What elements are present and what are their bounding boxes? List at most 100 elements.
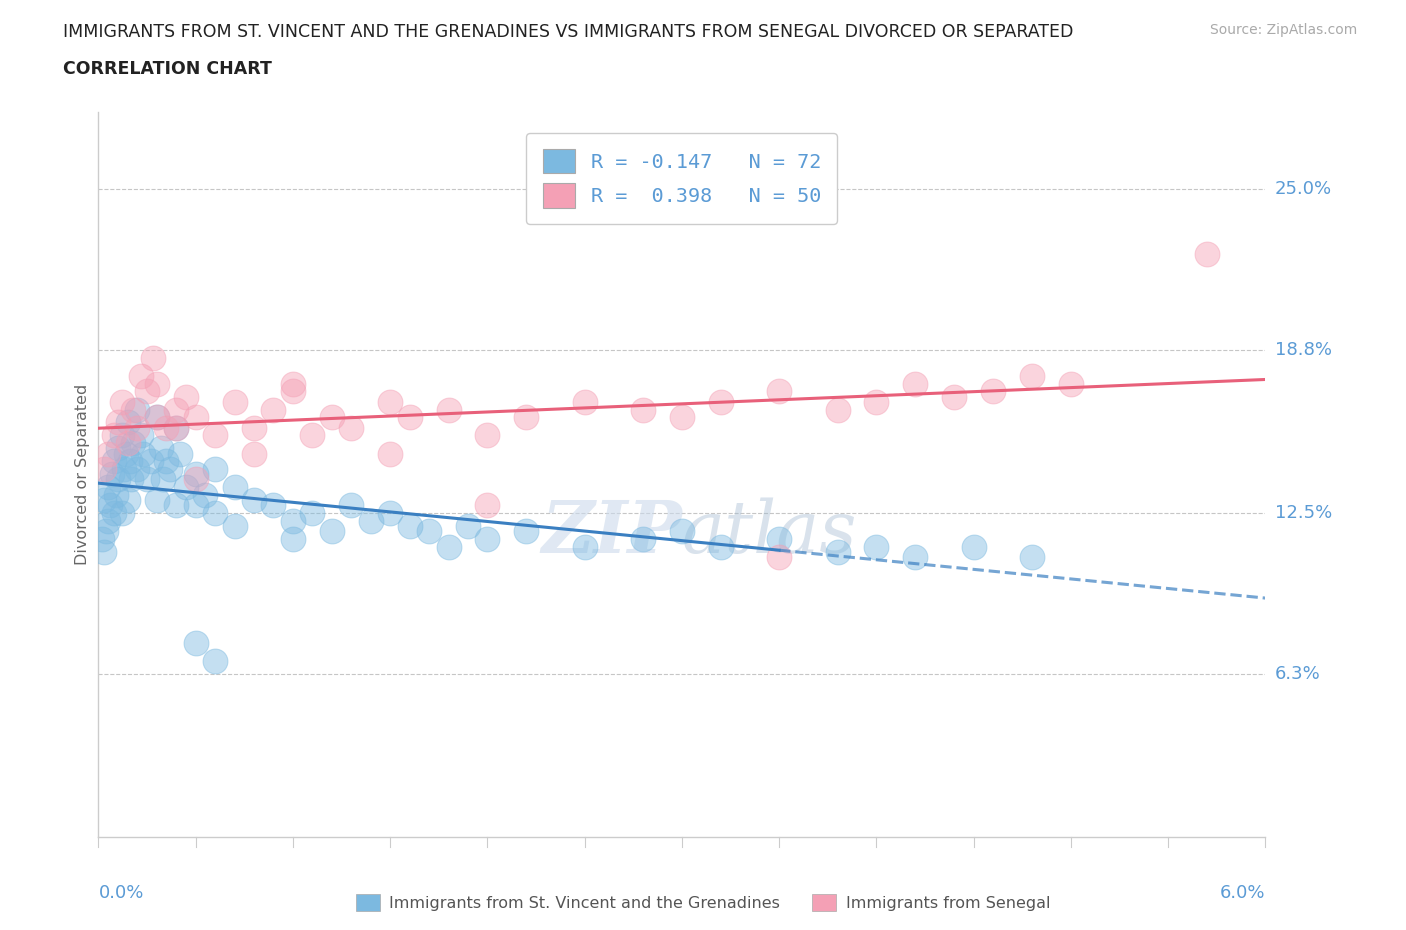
Point — [1021, 550, 1043, 565]
Point — [112, 461, 135, 476]
Point — [117, 415, 139, 430]
Y-axis label: Divorced or Separated: Divorced or Separated — [75, 384, 90, 565]
Point — [340, 420, 363, 435]
Point — [165, 498, 187, 512]
Point — [418, 524, 440, 538]
Point — [97, 480, 120, 495]
Point — [904, 377, 927, 392]
Point — [149, 441, 172, 456]
Point — [174, 480, 197, 495]
Point — [121, 472, 143, 487]
Point — [103, 454, 125, 469]
Point — [281, 377, 304, 392]
Point — [165, 420, 187, 435]
Text: Source: ZipAtlas.com: Source: ZipAtlas.com — [1209, 23, 1357, 37]
Point — [631, 402, 654, 417]
Point — [768, 384, 790, 399]
Point — [380, 446, 402, 461]
Text: 12.5%: 12.5% — [1275, 504, 1333, 522]
Point — [146, 410, 169, 425]
Point — [114, 446, 136, 461]
Point — [184, 635, 207, 650]
Point — [768, 532, 790, 547]
Point — [111, 428, 134, 443]
Point — [107, 441, 129, 456]
Text: 25.0%: 25.0% — [1275, 180, 1333, 198]
Point — [243, 420, 266, 435]
Point — [1021, 368, 1043, 383]
Point — [224, 480, 246, 495]
Point — [710, 394, 733, 409]
Point — [827, 402, 849, 417]
Legend: Immigrants from St. Vincent and the Grenadines, Immigrants from Senegal: Immigrants from St. Vincent and the Gren… — [350, 888, 1056, 917]
Point — [117, 493, 139, 508]
Point — [281, 384, 304, 399]
Point — [204, 428, 226, 443]
Point — [136, 472, 159, 487]
Point — [165, 402, 187, 417]
Point — [340, 498, 363, 512]
Point — [122, 402, 145, 417]
Point — [122, 436, 145, 451]
Point — [437, 402, 460, 417]
Point — [671, 524, 693, 538]
Point — [710, 539, 733, 554]
Point — [159, 461, 181, 476]
Point — [97, 513, 120, 528]
Point — [139, 454, 162, 469]
Point — [117, 436, 139, 451]
Point — [93, 461, 115, 476]
Point — [281, 513, 304, 528]
Point — [515, 410, 537, 425]
Text: 18.8%: 18.8% — [1275, 341, 1331, 359]
Point — [136, 384, 159, 399]
Point — [243, 493, 266, 508]
Point — [111, 394, 134, 409]
Point — [91, 532, 114, 547]
Point — [224, 394, 246, 409]
Point — [865, 539, 887, 554]
Point — [146, 493, 169, 508]
Point — [477, 428, 499, 443]
Point — [111, 506, 134, 521]
Point — [93, 493, 115, 508]
Point — [380, 506, 402, 521]
Text: ZIP: ZIP — [541, 497, 682, 568]
Point — [98, 498, 121, 512]
Point — [184, 472, 207, 487]
Point — [380, 394, 402, 409]
Point — [204, 461, 226, 476]
Point — [184, 410, 207, 425]
Point — [437, 539, 460, 554]
Text: 6.3%: 6.3% — [1275, 665, 1320, 683]
Point — [1060, 377, 1083, 392]
Point — [132, 446, 155, 461]
Point — [515, 524, 537, 538]
Point — [129, 368, 152, 383]
Point — [97, 446, 120, 461]
Point — [155, 420, 177, 435]
Point — [281, 532, 304, 547]
Point — [93, 545, 115, 560]
Point — [127, 402, 149, 417]
Point — [360, 513, 382, 528]
Point — [943, 389, 966, 404]
Point — [768, 550, 790, 565]
Point — [981, 384, 1004, 399]
Point — [129, 428, 152, 443]
Point — [457, 519, 479, 534]
Point — [398, 519, 420, 534]
Point — [107, 472, 129, 487]
Point — [155, 454, 177, 469]
Point — [204, 506, 226, 521]
Text: atlas: atlas — [682, 497, 858, 567]
Point — [165, 420, 187, 435]
Point — [398, 410, 420, 425]
Point — [152, 472, 174, 487]
Point — [127, 461, 149, 476]
Point — [1197, 246, 1219, 261]
Point — [101, 467, 124, 482]
Point — [574, 539, 596, 554]
Point — [574, 394, 596, 409]
Point — [146, 377, 169, 392]
